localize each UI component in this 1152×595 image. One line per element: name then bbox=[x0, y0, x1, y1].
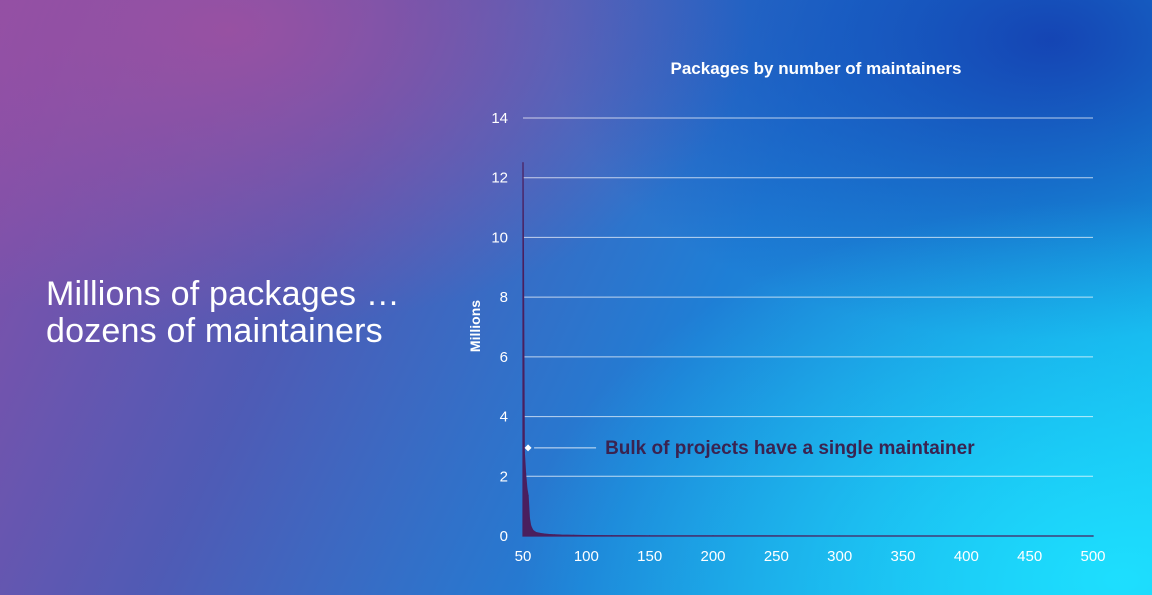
x-tick-label: 200 bbox=[700, 548, 725, 565]
grid-lines bbox=[523, 117, 1093, 537]
y-tick-label: 14 bbox=[491, 110, 508, 127]
y-tick-label: 4 bbox=[500, 409, 508, 426]
data-point bbox=[522, 162, 524, 164]
data-point bbox=[839, 535, 841, 537]
y-tick-label: 8 bbox=[500, 289, 508, 306]
data-point bbox=[538, 532, 541, 534]
slide-title: Millions of packages … dozens of maintai… bbox=[46, 276, 400, 350]
annotation-marker bbox=[524, 444, 532, 452]
slide-title-line-2: dozens of maintainers bbox=[46, 312, 383, 350]
data-point bbox=[531, 527, 533, 530]
x-tick-label: 50 bbox=[515, 548, 532, 565]
data-point bbox=[547, 533, 549, 536]
data-point bbox=[712, 535, 714, 537]
annotation: Bulk of projects have a single maintaine… bbox=[524, 438, 975, 459]
data-point bbox=[523, 451, 525, 453]
slide-title-line-1: Millions of packages … bbox=[46, 275, 400, 313]
x-tick-label: 500 bbox=[1080, 548, 1105, 565]
x-axis-ticks: 50 100 150 200 250 300 350 400 450 500 bbox=[515, 548, 1106, 565]
x-tick-label: 350 bbox=[890, 548, 915, 565]
y-tick-label: 10 bbox=[491, 229, 508, 246]
data-point bbox=[573, 534, 575, 537]
data-point bbox=[526, 487, 528, 489]
data-point bbox=[527, 495, 529, 497]
y-tick-label: 2 bbox=[500, 468, 508, 485]
series-area bbox=[522, 162, 1094, 537]
data-point bbox=[530, 524, 532, 527]
y-axis-ticks: 0 2 4 6 8 10 12 14 bbox=[491, 110, 508, 545]
annotation-text: Bulk of projects have a single maintaine… bbox=[605, 438, 975, 459]
y-tick-label: 0 bbox=[500, 528, 508, 545]
x-tick-label: 100 bbox=[574, 548, 599, 565]
series-layer bbox=[522, 162, 1094, 537]
data-point bbox=[1092, 535, 1094, 537]
data-point bbox=[585, 534, 587, 537]
x-tick-label: 300 bbox=[827, 548, 852, 565]
x-tick-label: 400 bbox=[954, 548, 979, 565]
x-tick-label: 450 bbox=[1017, 548, 1042, 565]
data-point bbox=[554, 534, 556, 536]
y-tick-label: 12 bbox=[491, 170, 508, 187]
data-point bbox=[542, 533, 544, 535]
data-point bbox=[535, 531, 537, 534]
x-tick-label: 150 bbox=[637, 548, 662, 565]
x-tick-label: 250 bbox=[764, 548, 789, 565]
data-point bbox=[528, 517, 530, 519]
data-point bbox=[649, 535, 651, 537]
chart-title: Packages by number of maintainers bbox=[671, 59, 962, 78]
data-point bbox=[532, 530, 534, 532]
data-point bbox=[524, 472, 527, 474]
y-tick-label: 6 bbox=[500, 349, 508, 366]
data-point bbox=[611, 535, 613, 537]
data-point bbox=[560, 534, 562, 536]
y-axis-label: Millions bbox=[467, 300, 483, 352]
